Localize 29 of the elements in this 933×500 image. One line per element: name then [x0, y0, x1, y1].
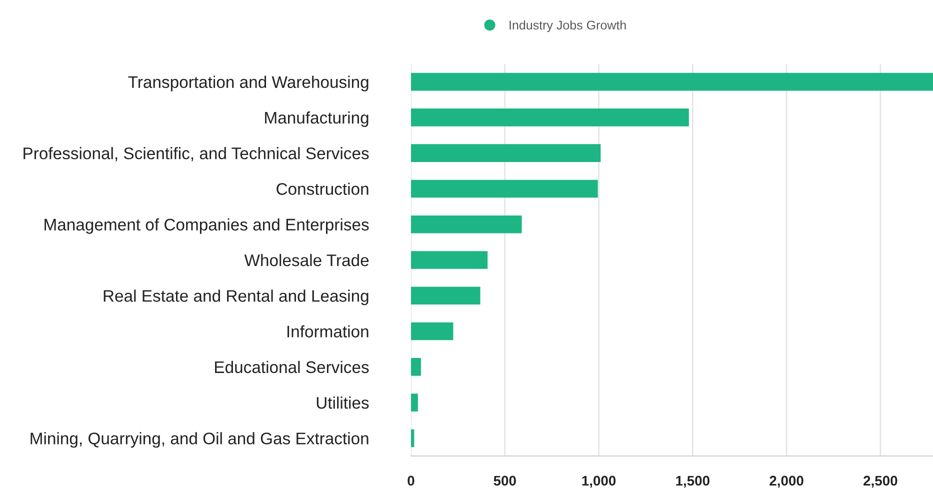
bar [410, 144, 601, 162]
bar [410, 72, 933, 91]
y-tick-label: Utilities [316, 396, 369, 409]
x-tick-label: 500 [494, 476, 516, 486]
bar [410, 286, 480, 305]
bar [410, 322, 454, 340]
legend-label: Industry Jobs Growth [510, 20, 626, 32]
x-tick-label: 2,000 [770, 476, 804, 488]
x-tick-label: 0 [408, 476, 414, 486]
x-tick-label: 1,500 [676, 476, 710, 488]
bar [410, 108, 689, 126]
bar [410, 251, 488, 269]
bar [410, 180, 598, 198]
bar [410, 358, 421, 376]
y-tick-label: Transportation and Warehousing [128, 76, 368, 92]
y-tick-label: Management of Companies and Enterprises [44, 218, 369, 234]
bar [410, 429, 414, 448]
y-tick-label: Information [287, 325, 368, 338]
x-tick-label: 2,500 [864, 476, 898, 488]
bar [410, 394, 418, 412]
bar [410, 215, 522, 234]
y-tick-label: Construction [276, 182, 368, 195]
y-tick-label: Wholesale Trade [244, 254, 369, 266]
x-tick-label: 1,000 [582, 476, 616, 488]
y-tick-label: Professional, Scientific, and Technical Services [24, 147, 369, 162]
y-tick-label: Real Estate and Rental and Leasing [104, 290, 368, 306]
y-tick-label: Educational Services [215, 360, 369, 374]
y-tick-label: Manufacturing [265, 111, 368, 127]
y-tick-label: Mining, Quarrying, and Oil and Gas Extraction [30, 432, 368, 448]
